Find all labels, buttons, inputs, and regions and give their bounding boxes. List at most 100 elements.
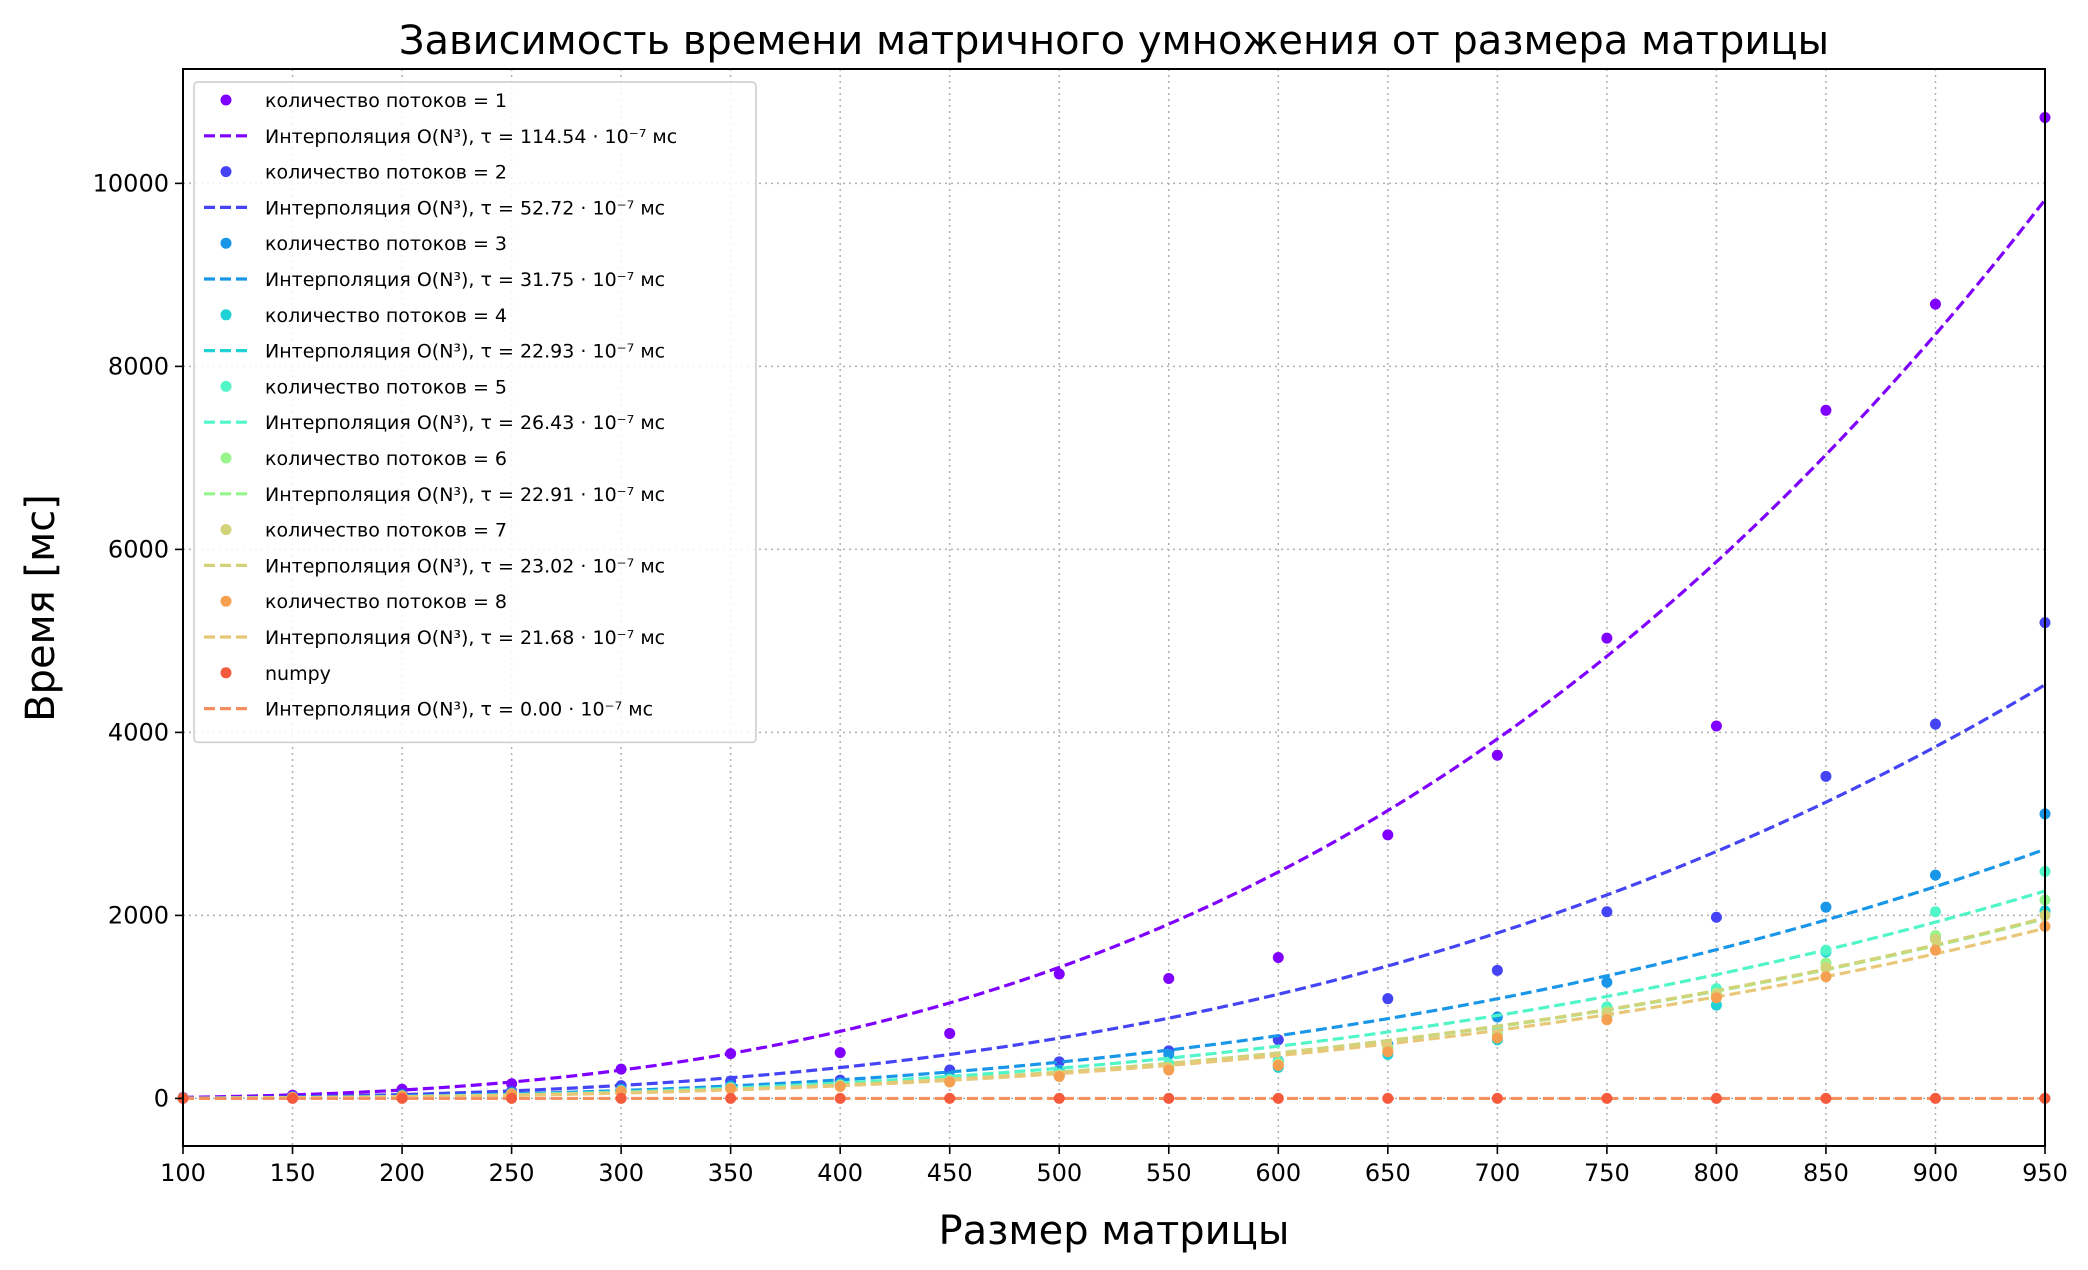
legend-fit-suffix: · 10⁻⁷ мс — [562, 699, 653, 721]
data-point — [1601, 632, 1613, 644]
legend-marker — [220, 667, 232, 679]
legend: количество потоков = 1 Интерполяция O(N³)… — [193, 81, 757, 744]
data-point — [725, 1092, 737, 1104]
data-point — [1929, 906, 1941, 918]
data-point — [834, 1092, 846, 1104]
legend-fit-label: Интерполяция O(N³), τ = 31.75 · 10⁻⁷ мс — [265, 269, 665, 291]
legend-entry-label: количество потоков = 6 — [265, 448, 507, 470]
series-7 — [177, 909, 2051, 1104]
legend-fit-prefix: Интерполяция O(N³), τ = — [265, 197, 520, 219]
legend-fit-suffix: · 10⁻⁷ мс — [574, 555, 665, 577]
data-point — [1820, 1092, 1832, 1104]
data-point — [615, 1063, 627, 1075]
x-tick-label: 750 — [1584, 1159, 1630, 1187]
legend-fit-tau: 31.75 — [520, 269, 574, 291]
x-tick-label: 350 — [708, 1159, 754, 1187]
legend-entry-label: numpy — [265, 663, 331, 685]
y-tick-label: 0 — [154, 1084, 169, 1112]
legend-marker — [220, 94, 232, 106]
legend-fit-tau: 22.91 — [520, 484, 574, 506]
data-point — [725, 1048, 737, 1060]
data-point — [1710, 720, 1722, 732]
data-point — [1163, 1092, 1175, 1104]
data-point — [1820, 962, 1832, 974]
data-point — [1820, 971, 1832, 983]
x-tick-label: 150 — [270, 1159, 316, 1187]
legend-fit-label: Интерполяция O(N³), τ = 114.54 · 10⁻⁷ мс — [265, 126, 677, 148]
legend-fit-tau: 114.54 — [520, 126, 586, 148]
legend-fit-suffix: · 10⁻⁷ мс — [574, 341, 665, 363]
data-point — [1491, 1032, 1503, 1044]
data-point — [1929, 944, 1941, 956]
x-tick-label: 400 — [817, 1159, 863, 1187]
data-point — [725, 1083, 737, 1095]
x-tick-label: 700 — [1474, 1159, 1520, 1187]
legend-entry-label: количество потоков = 3 — [265, 233, 507, 255]
data-point — [1491, 964, 1503, 976]
legend-fit-label: Интерполяция O(N³), τ = 22.91 · 10⁻⁷ мс — [265, 484, 665, 506]
legend-fit-prefix: Интерполяция O(N³), τ = — [265, 699, 520, 721]
x-axis-ticks: 100 150 200 250 300 350 400 450 500 550 600 650 700 7… — [160, 1146, 2068, 1187]
data-point — [1929, 933, 1941, 945]
legend-fit-prefix: Интерполяция O(N³), τ = — [265, 126, 520, 148]
legend-fit-suffix: · 10⁻⁷ мс — [574, 484, 665, 506]
data-point — [1382, 1092, 1394, 1104]
x-tick-label: 950 — [2022, 1159, 2068, 1187]
legend-fit-suffix: · 10⁻⁷ мс — [574, 412, 665, 434]
legend-box — [193, 81, 757, 744]
plot-series — [177, 111, 2051, 1104]
y-tick-label: 8000 — [108, 352, 169, 380]
fit-line-series-8 — [182, 926, 2046, 1100]
y-axis-ticks: 0 2000 4000 6000 8000 10000 — [93, 169, 183, 1112]
data-point — [1929, 1092, 1941, 1104]
x-tick-label: 900 — [1913, 1159, 1959, 1187]
x-tick-label: 450 — [927, 1159, 973, 1187]
data-point — [1601, 906, 1613, 918]
legend-fit-tau: 26.43 — [520, 412, 574, 434]
legend-fit-tau: 0.00 — [520, 699, 562, 721]
data-point — [1272, 1059, 1284, 1071]
legend-fit-prefix: Интерполяция O(N³), τ = — [265, 341, 520, 363]
legend-fit-suffix: · 10⁻⁷ мс — [574, 627, 665, 649]
data-point — [1601, 1014, 1613, 1026]
legend-fit-tau: 52.72 — [520, 197, 574, 219]
series-3 — [177, 808, 2051, 1104]
legend-marker — [220, 309, 232, 321]
legend-fit-prefix: Интерполяция O(N³), τ = — [265, 555, 520, 577]
fit-line-series-3 — [182, 847, 2046, 1100]
data-point — [1710, 1092, 1722, 1104]
y-tick-label: 2000 — [108, 901, 169, 929]
data-point — [1710, 992, 1722, 1004]
fit-line-series-2 — [182, 683, 2046, 1100]
series-6 — [177, 894, 2051, 1104]
legend-marker — [220, 595, 232, 607]
data-point — [1601, 1092, 1613, 1104]
legend-fit-prefix: Интерполяция O(N³), τ = — [265, 412, 520, 434]
data-point — [1710, 911, 1722, 923]
data-point — [1820, 770, 1832, 782]
data-point — [1382, 1046, 1394, 1058]
data-point — [1820, 901, 1832, 913]
data-point — [944, 1027, 956, 1039]
legend-entry-label: количество потоков = 2 — [265, 162, 507, 184]
legend-entry-label: количество потоков = 7 — [265, 520, 507, 542]
chart-title: Зависимость времени матричного умножения… — [399, 18, 1829, 64]
data-point — [1929, 718, 1941, 730]
x-tick-label: 850 — [1803, 1159, 1849, 1187]
legend-fit-label: Интерполяция O(N³), τ = 0.00 · 10⁻⁷ мс — [265, 699, 653, 721]
y-tick-label: 6000 — [108, 535, 169, 563]
x-tick-label: 600 — [1255, 1159, 1301, 1187]
y-tick-label: 4000 — [108, 718, 169, 746]
data-point — [1601, 976, 1613, 988]
legend-marker — [220, 524, 232, 536]
legend-fit-label: Интерполяция O(N³), τ = 21.68 · 10⁻⁷ мс — [265, 627, 665, 649]
x-axis-label: Размер матрицы — [939, 1208, 1290, 1254]
data-point — [1163, 1064, 1175, 1076]
data-point — [1163, 973, 1175, 985]
data-point — [834, 1047, 846, 1059]
data-point — [1820, 404, 1832, 416]
legend-entry-label: количество потоков = 1 — [265, 90, 507, 112]
legend-fit-prefix: Интерполяция O(N³), τ = — [265, 484, 520, 506]
legend-fit-suffix: · 10⁻⁷ мс — [574, 269, 665, 291]
